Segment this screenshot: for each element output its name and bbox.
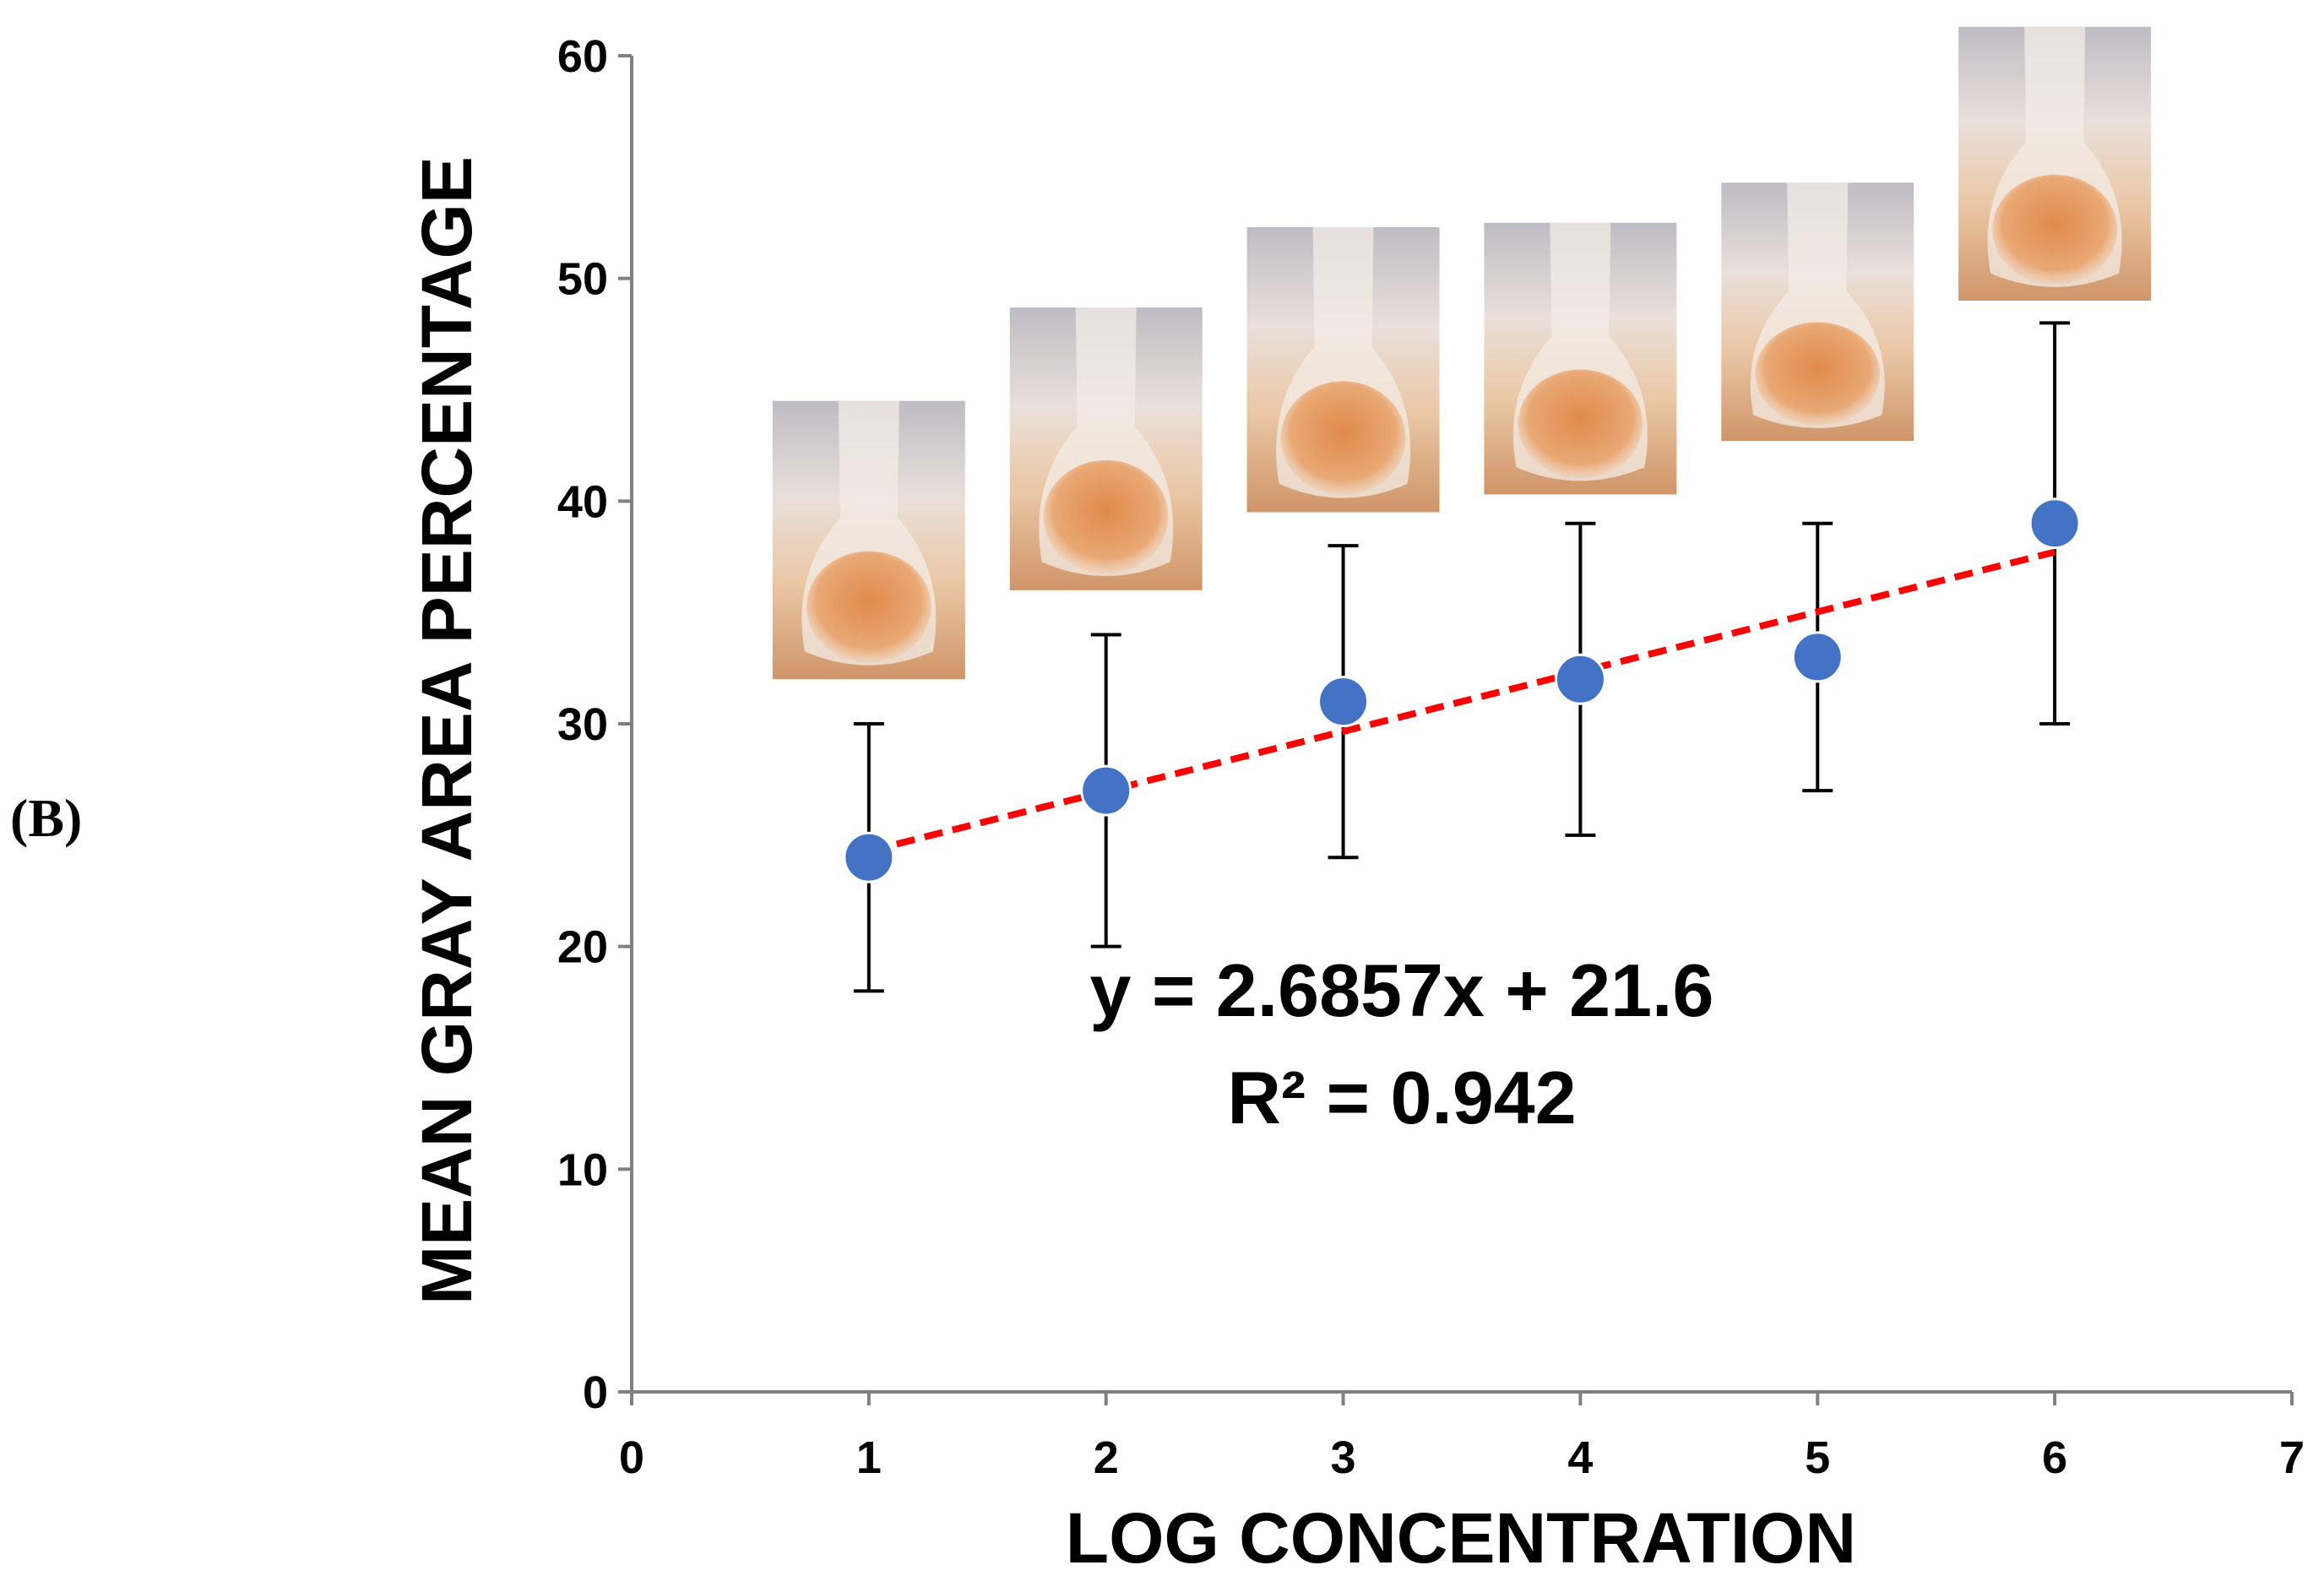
data-point xyxy=(1080,764,1132,817)
trendline-equation: y = 2.6857x + 21.6 xyxy=(1090,948,1714,1032)
y-tick-label: 0 xyxy=(583,1367,608,1418)
x-axis-ticks: 0 1 2 3 4 5 6 7 xyxy=(619,1392,2305,1483)
data-point xyxy=(843,831,895,883)
x-tick-label: 4 xyxy=(1567,1432,1593,1483)
y-tick-label: 60 xyxy=(557,31,608,82)
sample-photo-3 xyxy=(1246,227,1440,513)
sample-photos xyxy=(772,26,2152,680)
x-tick-label: 1 xyxy=(856,1432,882,1483)
sample-photo-2 xyxy=(1009,307,1203,590)
sample-photo-4 xyxy=(1484,222,1677,495)
data-point xyxy=(1317,676,1370,728)
y-tick-label: 30 xyxy=(557,699,608,750)
data-points xyxy=(843,497,2081,883)
x-tick-label: 2 xyxy=(1094,1432,1119,1483)
x-axis-title: LOG CONCENTRATION xyxy=(1066,1498,1856,1576)
y-tick-label: 10 xyxy=(557,1144,608,1195)
data-point xyxy=(2028,497,2081,550)
sample-photo-6 xyxy=(1958,26,2152,302)
r-squared-label: R² = 0.942 xyxy=(1227,1056,1576,1139)
y-tick-label: 20 xyxy=(557,922,608,973)
y-tick-label: 40 xyxy=(557,476,608,527)
trendline xyxy=(867,548,2056,855)
x-tick-label: 5 xyxy=(1805,1432,1830,1483)
y-tick-label: 50 xyxy=(557,254,608,305)
axes: 0 1 2 3 4 5 6 7 0 10 20 30 40 50 60 xyxy=(557,31,2305,1483)
data-point xyxy=(1554,653,1606,705)
y-axis-ticks: 0 10 20 30 40 50 60 xyxy=(557,31,632,1418)
x-tick-label: 3 xyxy=(1331,1432,1356,1483)
data-point xyxy=(1791,631,1843,683)
x-tick-label: 6 xyxy=(2042,1432,2067,1483)
sample-photo-5 xyxy=(1721,182,1914,442)
sample-photo-1 xyxy=(772,400,965,680)
y-axis-title: MEAN GRAY AREA PERCENTAGE xyxy=(407,156,486,1305)
x-tick-label: 7 xyxy=(2279,1432,2305,1483)
x-tick-label: 0 xyxy=(619,1432,644,1483)
panel-label: (B) xyxy=(10,788,83,848)
